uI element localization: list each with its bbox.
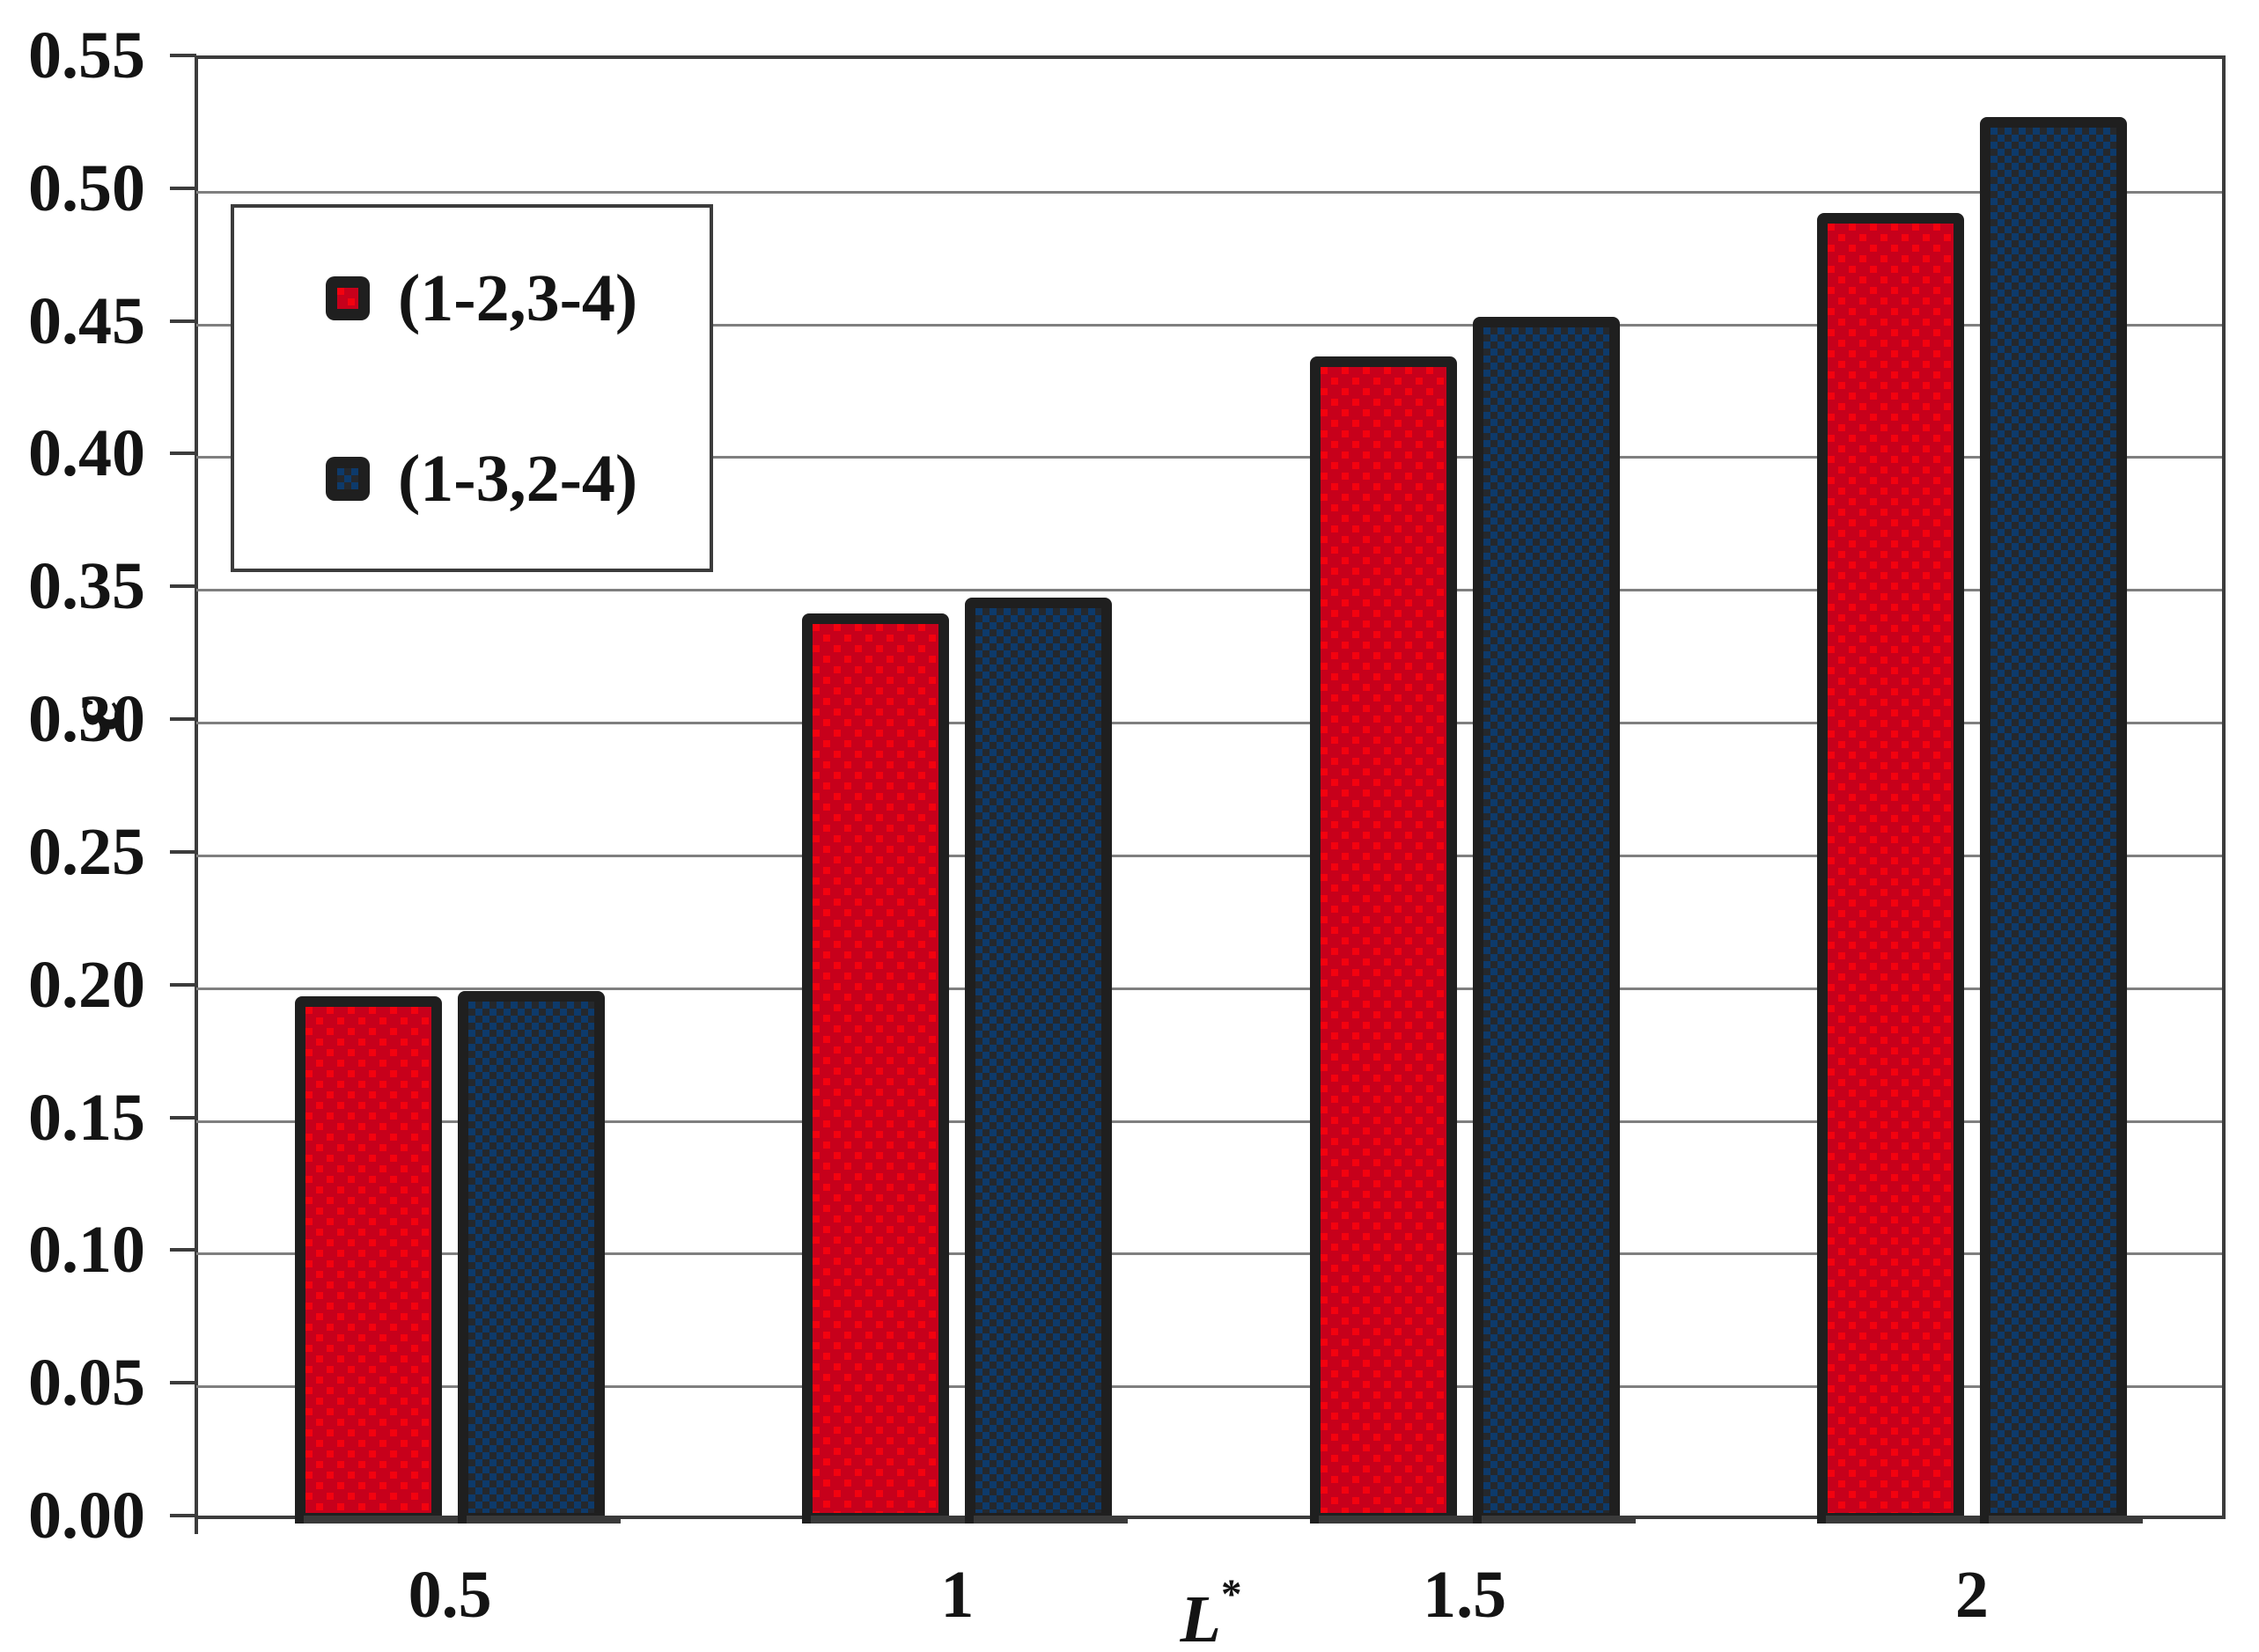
bar-red-0.5	[295, 995, 443, 1524]
y-tick-label-0.40: 0.40	[28, 416, 145, 491]
x-tick-label-2: 2	[1954, 1558, 1989, 1632]
gridline-0.35	[196, 589, 2222, 592]
bar-red-2	[1816, 212, 1964, 1524]
y-tick-label-0.35: 0.35	[28, 549, 145, 624]
y-tick-label-0.15: 0.15	[28, 1080, 145, 1155]
bar-shadow	[304, 1516, 459, 1524]
legend-marker-blue-icon	[326, 457, 370, 501]
y-tick-0.30	[170, 717, 196, 722]
bar-blue-2	[1979, 117, 2127, 1524]
y-tick-0.00	[170, 1514, 196, 1517]
y-tick-0.45	[170, 319, 196, 323]
x-tick-label-1.5: 1.5	[1423, 1558, 1507, 1632]
y-tick-label-0.00: 0.00	[28, 1479, 145, 1553]
y-tick-label-0.05: 0.05	[28, 1346, 145, 1421]
gridline-0.30	[196, 722, 2222, 725]
bar-shadow	[1481, 1516, 1636, 1524]
y-tick-0.10	[170, 1248, 196, 1252]
y-tick-label-0.30: 0.30	[28, 682, 145, 757]
y-axis-line	[195, 55, 198, 1534]
bar-shadow	[1318, 1516, 1473, 1524]
y-tick-label-0.50: 0.50	[28, 151, 145, 225]
gridline-0.40	[196, 456, 2222, 459]
bar-blue-1	[965, 598, 1113, 1524]
gridline-0.15	[196, 1120, 2222, 1123]
bar-shadow	[811, 1516, 966, 1524]
plot-area	[196, 55, 2226, 1524]
gridline-0.05	[196, 1385, 2222, 1389]
bar-shadow	[1825, 1516, 1980, 1524]
bar-shadow	[467, 1516, 622, 1524]
x-tick-label-1: 1	[940, 1558, 975, 1632]
legend-entry-series2: (1-3,2-4)	[234, 435, 710, 523]
y-tick-0.50	[170, 186, 196, 190]
y-tick-label-0.10: 0.10	[28, 1213, 145, 1288]
y-tick-0.40	[170, 452, 196, 456]
x-axis-title-text: L	[1180, 1582, 1221, 1652]
bar-red-1.5	[1309, 356, 1457, 1524]
bar-shadow	[974, 1516, 1129, 1524]
x-axis-title-superscript: *	[1220, 1572, 1242, 1618]
legend-marker-red-icon	[326, 276, 370, 320]
y-axis-title: ε	[40, 644, 146, 785]
gridline-0.20	[196, 987, 2222, 990]
legend-label-series1: (1-2,3-4)	[398, 261, 638, 335]
gridline-0.25	[196, 854, 2222, 857]
y-tick-0.25	[170, 849, 196, 854]
bar-red-1	[802, 613, 950, 1524]
legend-entry-series1: (1-2,3-4)	[234, 254, 710, 342]
y-tick-0.35	[170, 584, 196, 589]
bar-shadow	[1988, 1516, 2143, 1524]
x-tick-label-0.5: 0.5	[408, 1558, 492, 1632]
gridline-0.10	[196, 1252, 2222, 1256]
bar-blue-0.5	[458, 990, 606, 1524]
x-axis-line	[196, 1516, 2226, 1519]
gridline-0.45	[196, 323, 2222, 327]
y-tick-0.55	[170, 54, 196, 57]
y-tick-label-0.20: 0.20	[28, 947, 145, 1022]
legend-label-series2: (1-3,2-4)	[398, 442, 638, 516]
y-tick-0.15	[170, 1115, 196, 1120]
y-tick-label-0.25: 0.25	[28, 814, 145, 889]
x-axis-title: L*	[1035, 1551, 1387, 1652]
gridline-0.50	[196, 190, 2222, 194]
y-tick-label-0.55: 0.55	[28, 18, 145, 92]
y-tick-0.05	[170, 1381, 196, 1385]
y-tick-label-0.45: 0.45	[28, 283, 145, 358]
bar-blue-1.5	[1472, 316, 1620, 1524]
legend-box: (1-2,3-4) (1-3,2-4)	[231, 204, 713, 572]
y-axis-title-text: ε	[51, 699, 136, 731]
y-tick-0.20	[170, 982, 196, 987]
